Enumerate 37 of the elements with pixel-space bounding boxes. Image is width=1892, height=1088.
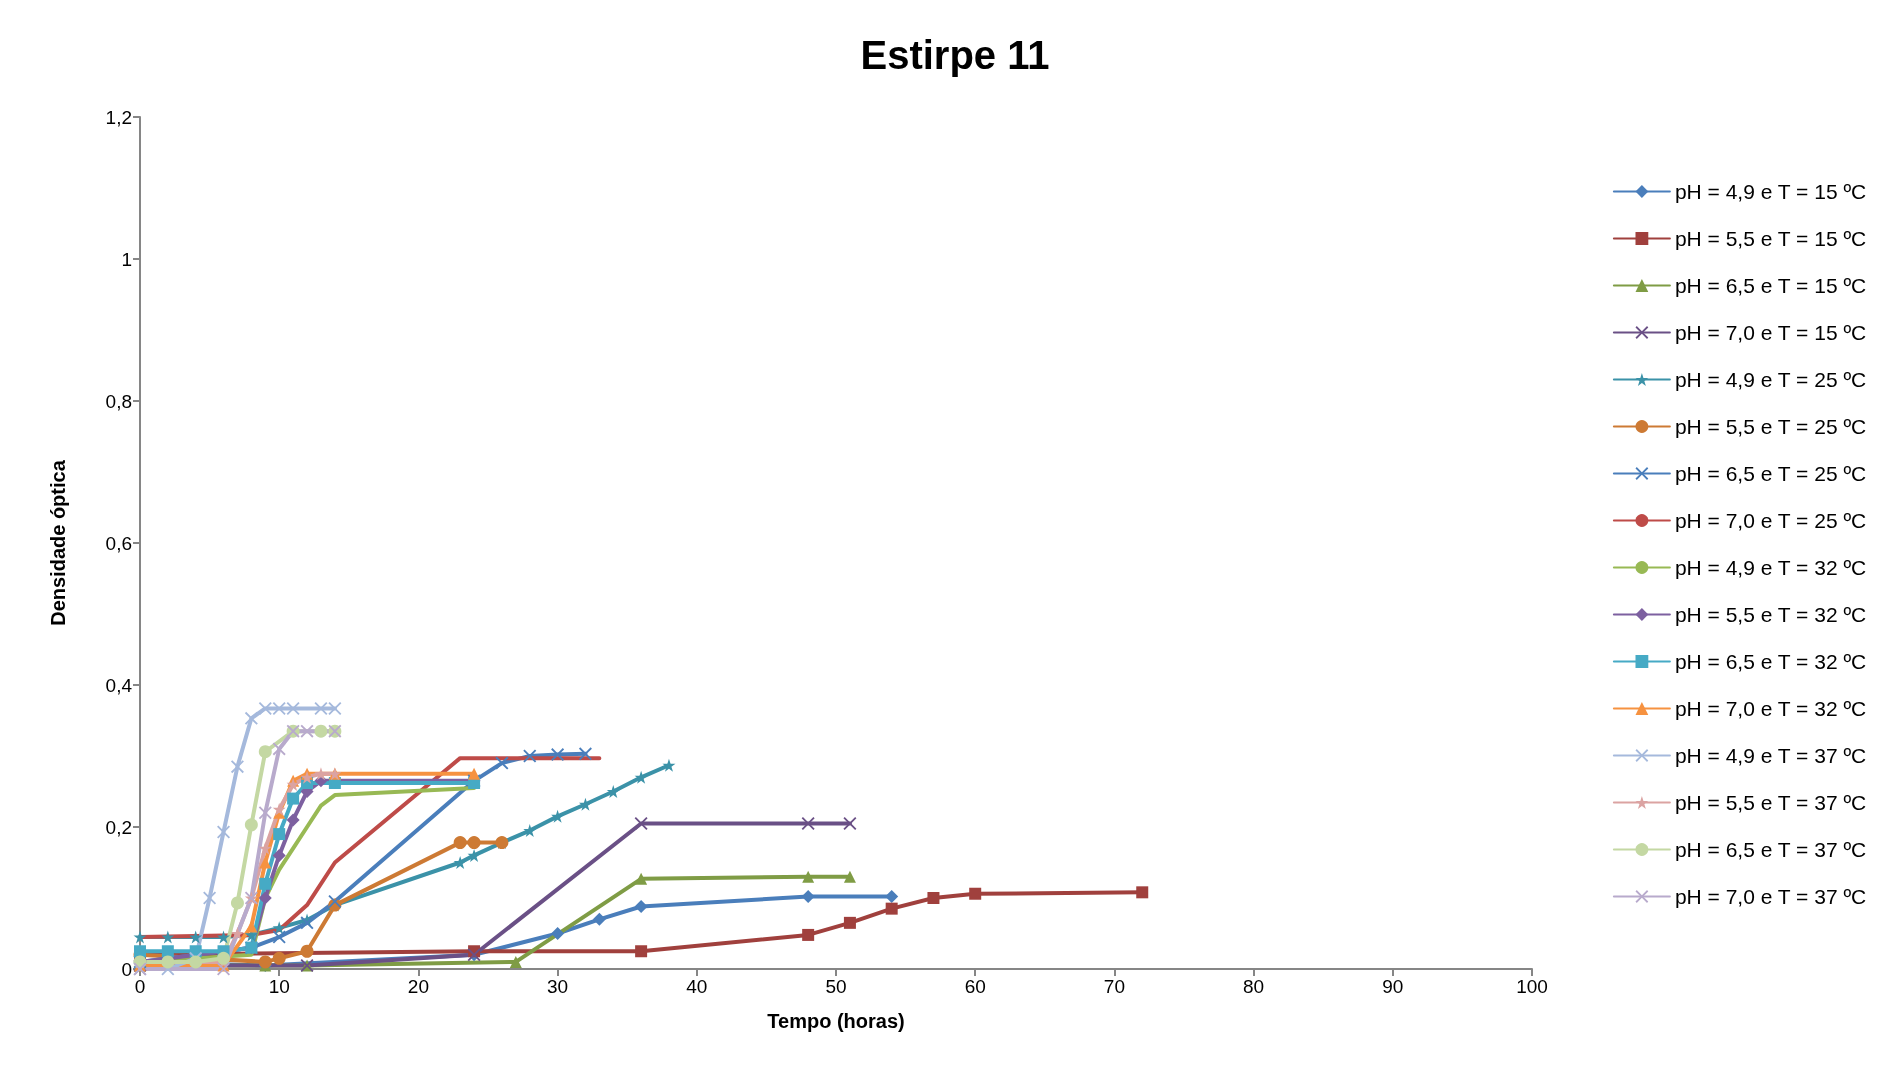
x-tick-label: 0 <box>134 976 146 997</box>
y-tick-label: 0,6 <box>105 532 132 554</box>
y-tick-label: 0 <box>121 958 132 980</box>
legend-label: pH = 7,0 e T = 25 ºC <box>1674 509 1867 532</box>
y-tick-label: 1,2 <box>105 106 132 128</box>
x-tick-label: 90 <box>1382 976 1404 997</box>
x-tick-label: 20 <box>407 976 429 997</box>
x-tick-label: 10 <box>268 976 290 997</box>
x-axis-title: Tempo (horas) <box>767 1010 905 1032</box>
legend-label: pH = 4,9 e T = 25 ºC <box>1674 368 1867 391</box>
legend-label: pH = 4,9 e T = 15 ºC <box>1674 180 1867 203</box>
legend-label: pH = 7,0 e T = 15 ºC <box>1674 321 1867 344</box>
legend-label: pH = 6,5 e T = 32 ºC <box>1674 650 1867 673</box>
x-tick-label: 100 <box>1516 976 1548 997</box>
x-tick-label: 30 <box>547 976 569 997</box>
y-axis-title: Densidade óptica <box>47 459 69 626</box>
y-tick-label: 0,2 <box>105 816 132 838</box>
legend-label: pH = 5,5 e T = 25 ºC <box>1674 415 1867 438</box>
legend-label: pH = 5,5 e T = 15 ºC <box>1674 227 1867 250</box>
x-tick-label: 70 <box>1103 976 1125 997</box>
x-tick-label: 40 <box>686 976 708 997</box>
legend-label: pH = 4,9 e T = 32 ºC <box>1674 556 1867 579</box>
x-tick-label: 50 <box>825 976 847 997</box>
x-tick-label: 60 <box>964 976 986 997</box>
y-tick-label: 0,4 <box>105 674 133 696</box>
legend-label: pH = 7,0 e T = 37 ºC <box>1674 885 1867 908</box>
legend-label: pH = 6,5 e T = 15 ºC <box>1674 274 1867 297</box>
legend-label: pH = 6,5 e T = 25 ºC <box>1674 462 1867 485</box>
legend-label: pH = 7,0 e T = 32 ºC <box>1674 697 1867 720</box>
legend-label: pH = 5,5 e T = 32 ºC <box>1674 603 1867 626</box>
legend-label: pH = 6,5 e T = 37 ºC <box>1674 838 1867 861</box>
chart-title: Estirpe 11 <box>860 33 1050 77</box>
y-tick-label: 0,8 <box>105 390 132 412</box>
y-tick-label: 1 <box>121 248 132 270</box>
legend-label: pH = 4,9 e T = 37 ºC <box>1674 744 1867 767</box>
x-tick-label: 80 <box>1243 976 1265 997</box>
legend-label: pH = 5,5 e T = 37 ºC <box>1674 791 1867 814</box>
